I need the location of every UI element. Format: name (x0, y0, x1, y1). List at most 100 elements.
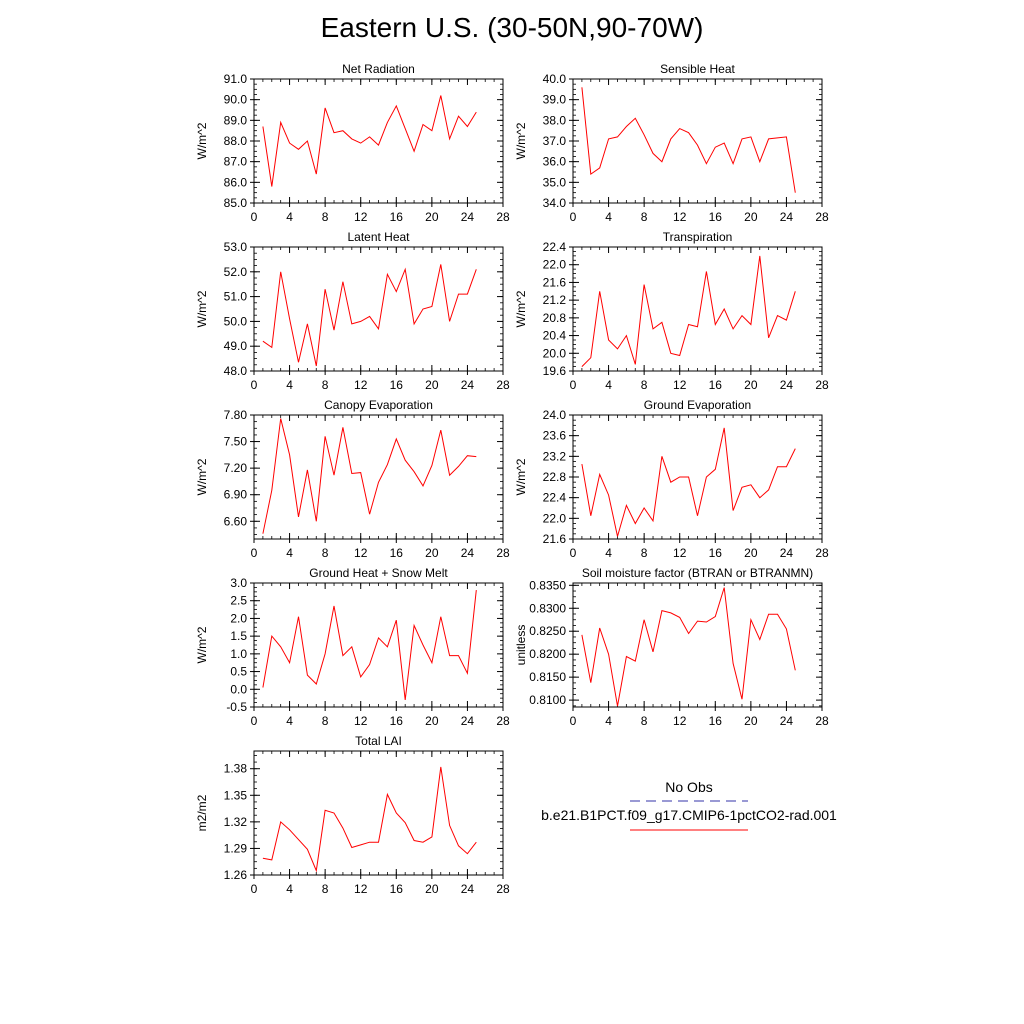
x-tick-label: 12 (673, 714, 687, 728)
x-tick-label: 4 (605, 714, 612, 728)
plot-frame (253, 582, 504, 708)
x-tick-label: 4 (286, 378, 293, 392)
y-tick-label: 23.6 (543, 429, 567, 443)
x-tick-label: 12 (354, 882, 368, 896)
x-tick-label: 8 (322, 714, 329, 728)
x-tick-label: 20 (744, 378, 758, 392)
y-tick-label: 22.8 (543, 470, 567, 484)
y-axis-label: W/m^2 (195, 458, 209, 495)
x-tick-label: 0 (570, 714, 577, 728)
plot-frame (572, 582, 823, 708)
legend-obs-label: No Obs (665, 779, 712, 795)
plot-frame (253, 414, 504, 540)
y-tick-label: 37.0 (543, 134, 567, 148)
x-tick-label: 0 (570, 546, 577, 560)
x-tick-label: 20 (425, 882, 439, 896)
x-tick-label: 12 (354, 714, 368, 728)
panel-ground-heat-snow-melt: 0 4 8 12 16 20 24 28 -0.5 0.0 0.5 1.0 1.5 2.0 2.5 3.0 Gr… (195, 566, 510, 728)
y-tick-label: 34.0 (543, 196, 567, 210)
x-tick-label: 16 (390, 882, 404, 896)
x-tick-label: 16 (709, 378, 723, 392)
y-tick-label: 52.0 (224, 265, 248, 279)
x-tick-label: 4 (286, 210, 293, 224)
x-tick-label: 28 (496, 882, 510, 896)
y-tick-label: 35.0 (543, 175, 567, 189)
y-axis-label: m2/m2 (195, 794, 209, 831)
y-tick-label: 1.5 (230, 629, 247, 643)
x-tick-label: 8 (322, 882, 329, 896)
panel-latent-heat: 0 4 8 12 16 20 24 28 48.0 49.0 50.0 51.0 52.0 53.0 Lat… (195, 230, 510, 392)
x-tick-label: 12 (673, 210, 687, 224)
plot-frame (572, 78, 823, 204)
figure-title: Eastern U.S. (30-50N,90-70W) (320, 12, 704, 43)
y-tick-label: 6.90 (224, 488, 248, 502)
y-tick-label: 0.8350 (529, 578, 566, 592)
y-tick-label: 1.29 (224, 841, 248, 855)
x-tick-label: 4 (286, 882, 293, 896)
x-tick-label: 4 (605, 210, 612, 224)
x-tick-label: 16 (390, 210, 404, 224)
plot-frame (572, 246, 823, 372)
y-axis-label: W/m^2 (195, 626, 209, 663)
panel-soil-moisture-factor-btran-or-btranmn: 0 4 8 12 16 20 24 28 0.8100 0.8150 0.8200 0.8250 0.8… (514, 566, 829, 728)
x-tick-label: 12 (354, 378, 368, 392)
series-line (262, 766, 477, 873)
x-tick-label: 8 (641, 714, 648, 728)
y-tick-label: 90.0 (224, 93, 248, 107)
x-tick-label: 8 (322, 210, 329, 224)
x-tick-label: 24 (461, 210, 475, 224)
y-tick-label: 1.0 (230, 647, 247, 661)
legend-model-label: b.e21.B1PCT.f09_g17.CMIP6-1pctCO2-rad.00… (541, 807, 837, 823)
series-line (262, 418, 477, 534)
y-tick-label: 1.35 (224, 788, 248, 802)
panel-canopy-evaporation: 0 4 8 12 16 20 24 28 6.60 6.90 7.20 7.50 7.80 Canopy … (195, 398, 510, 560)
x-tick-label: 24 (780, 546, 794, 560)
series-line (581, 87, 796, 193)
y-tick-label: 89.0 (224, 113, 248, 127)
y-axis-label: W/m^2 (514, 458, 528, 495)
y-axis-label: unitless (514, 625, 528, 666)
x-tick-label: 12 (354, 210, 368, 224)
series-line (581, 587, 796, 707)
x-tick-label: 8 (641, 378, 648, 392)
x-tick-label: 8 (641, 210, 648, 224)
x-tick-label: 20 (425, 714, 439, 728)
y-tick-label: 21.6 (543, 532, 567, 546)
y-tick-label: 36.0 (543, 155, 567, 169)
x-tick-label: 20 (425, 546, 439, 560)
y-tick-label: 20.0 (543, 346, 567, 360)
x-tick-label: 16 (390, 546, 404, 560)
y-tick-label: 6.60 (224, 514, 248, 528)
y-axis-label: W/m^2 (195, 122, 209, 159)
y-tick-label: 40.0 (543, 72, 567, 86)
x-tick-label: 0 (251, 210, 258, 224)
y-tick-label: 21.2 (543, 293, 567, 307)
y-tick-label: 53.0 (224, 240, 248, 254)
series-line (581, 255, 796, 367)
x-tick-label: 28 (496, 714, 510, 728)
x-tick-label: 24 (461, 546, 475, 560)
y-axis-label: W/m^2 (514, 122, 528, 159)
panel-total-lai: 0 4 8 12 16 20 24 28 1.26 1.29 1.32 1.35 1.38 Total L… (195, 734, 510, 896)
x-tick-label: 20 (744, 546, 758, 560)
y-tick-label: 22.0 (543, 511, 567, 525)
x-tick-label: 24 (780, 714, 794, 728)
x-tick-label: 28 (815, 546, 829, 560)
panel-title: Canopy Evaporation (324, 398, 433, 412)
x-tick-label: 4 (605, 378, 612, 392)
x-tick-label: 24 (461, 378, 475, 392)
y-tick-label: 91.0 (224, 72, 248, 86)
x-tick-label: 0 (570, 378, 577, 392)
plot-frame (253, 78, 504, 204)
x-tick-label: 8 (322, 378, 329, 392)
y-tick-label: 7.80 (224, 408, 248, 422)
y-tick-label: 3.0 (230, 576, 247, 590)
x-tick-label: 12 (673, 378, 687, 392)
y-tick-label: 48.0 (224, 364, 248, 378)
x-tick-label: 28 (815, 714, 829, 728)
y-tick-label: 0.8300 (529, 601, 566, 615)
x-tick-label: 28 (496, 378, 510, 392)
x-tick-label: 4 (286, 714, 293, 728)
x-tick-label: 4 (605, 546, 612, 560)
y-tick-label: 88.0 (224, 134, 248, 148)
